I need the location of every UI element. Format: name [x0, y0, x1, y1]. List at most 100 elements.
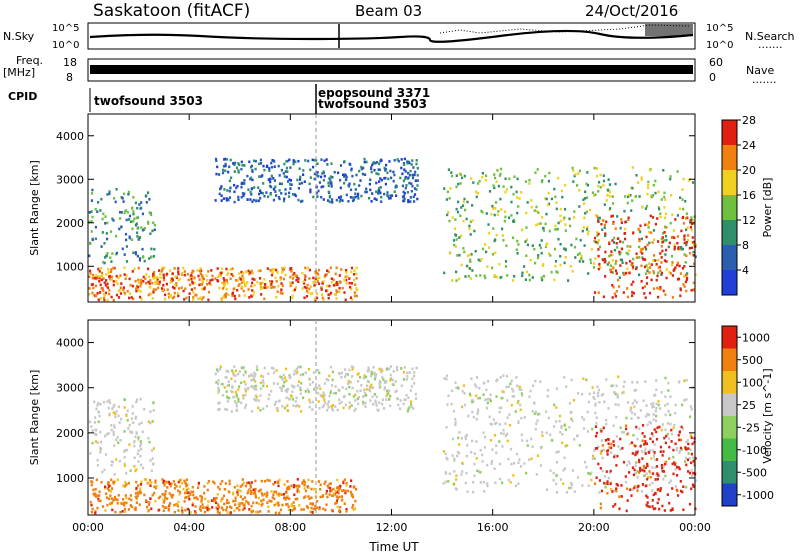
echo-cell [474, 383, 477, 386]
echo-cell [663, 206, 666, 209]
echo-cell [105, 232, 108, 235]
echo-cell [227, 170, 230, 174]
echo-cell [133, 456, 136, 459]
echo-cell [110, 275, 113, 279]
echo-cell [147, 191, 150, 194]
echo-cell [297, 198, 300, 202]
echo-cell [174, 483, 177, 486]
echo-cell [633, 405, 636, 409]
echo-cell [352, 486, 355, 489]
echo-cell [468, 227, 471, 231]
echo-cell [338, 487, 341, 491]
echo-cell [395, 185, 398, 188]
echo-cell [273, 503, 276, 507]
echo-cell [312, 276, 315, 280]
echo-cell [389, 196, 392, 200]
echo-cell [354, 407, 357, 411]
y-tick-label: 2000 [56, 217, 84, 230]
echo-cell [389, 394, 392, 398]
echo-cell [688, 502, 692, 506]
echo-cell [148, 211, 151, 214]
echo-cell [250, 481, 253, 484]
echo-cell [382, 378, 385, 381]
echo-cell [686, 276, 689, 280]
echo-cell [192, 493, 195, 497]
echo-cell [387, 392, 390, 395]
echo-cell [690, 487, 693, 491]
echo-cell [206, 278, 209, 282]
echo-cell [94, 274, 97, 277]
echo-cell [311, 381, 314, 384]
echo-cell [513, 462, 516, 465]
echo-cell [276, 290, 279, 293]
echo-cell [580, 254, 583, 258]
echo-cell [89, 272, 92, 275]
echo-cell [676, 489, 679, 493]
echo-cell [542, 274, 545, 278]
echo-cell [137, 460, 140, 463]
echo-cell [304, 159, 307, 162]
echo-cell [521, 439, 524, 442]
echo-cell [106, 252, 109, 255]
echo-cell [505, 374, 508, 378]
echo-cell [286, 409, 289, 412]
echo-cell [279, 278, 282, 281]
echo-cell [282, 493, 285, 496]
echo-cell [131, 270, 134, 273]
echo-cell [644, 296, 647, 299]
echo-cell [629, 409, 632, 412]
echo-cell [607, 476, 610, 480]
echo-cell [504, 265, 508, 268]
echo-cell [339, 195, 343, 198]
echo-cell [233, 400, 237, 403]
echo-cell [234, 499, 237, 503]
echo-cell [525, 211, 528, 215]
echo-cell [271, 268, 274, 271]
echo-cell [262, 164, 265, 168]
echo-cell [250, 410, 254, 413]
echo-cell [98, 494, 101, 497]
echo-cell [159, 276, 162, 279]
echo-cell [181, 272, 184, 275]
echo-cell [98, 270, 101, 273]
echo-cell [455, 474, 458, 477]
echo-cell [621, 447, 624, 450]
echo-cell [143, 259, 146, 263]
echo-cell [367, 366, 370, 370]
echo-cell [121, 510, 124, 513]
echo-cell [570, 486, 573, 490]
echo-cell [241, 478, 244, 481]
echo-cell [595, 422, 598, 425]
echo-cell [605, 199, 608, 202]
echo-cell [254, 487, 257, 491]
echo-cell [283, 162, 286, 166]
echo-cell [139, 295, 142, 299]
echo-cell [647, 413, 650, 417]
echo-cell [369, 374, 373, 378]
echo-cell [334, 272, 337, 276]
echo-cell [329, 486, 332, 490]
echo-cell [632, 434, 635, 437]
echo-cell [671, 263, 674, 267]
echo-cell [148, 479, 152, 482]
echo-cell [319, 488, 322, 491]
echo-cell [655, 388, 658, 392]
echo-cell [670, 428, 673, 432]
echo-cell [380, 195, 383, 199]
echo-cell [685, 463, 688, 467]
echo-cell [140, 280, 143, 284]
echo-cell [600, 222, 603, 226]
echo-cell [272, 177, 275, 180]
echo-cell [307, 486, 310, 489]
echo-cell [569, 224, 572, 228]
echo-cell [409, 200, 412, 203]
echo-cell [386, 191, 389, 194]
echo-cell [555, 270, 558, 273]
echo-cell [646, 192, 649, 196]
echo-cell [618, 250, 621, 254]
colorbar-tick-label: 20 [742, 164, 756, 177]
echo-cell [475, 457, 478, 460]
echo-cell [349, 196, 352, 199]
echo-cell [250, 385, 253, 388]
echo-cell [595, 476, 598, 479]
